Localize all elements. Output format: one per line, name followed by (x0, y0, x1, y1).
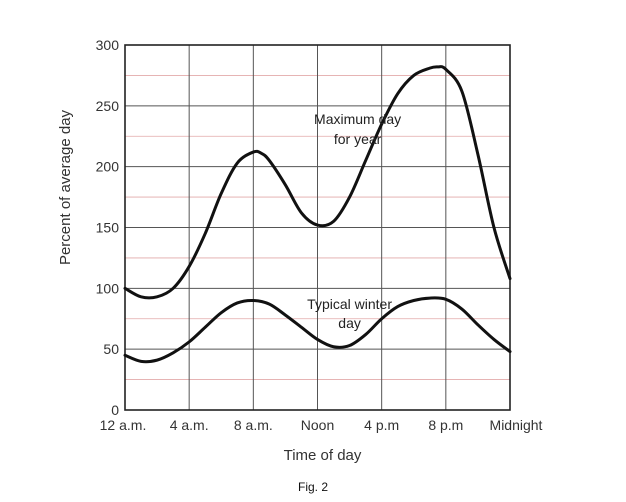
x-tick-label-0: 12 a.m. (100, 417, 147, 433)
y-tick-label-1: 50 (103, 341, 119, 357)
x-tick-label-4: 4 p.m (364, 417, 399, 433)
series-annotations: Maximum day for year Typical winter day (307, 111, 401, 331)
y-tick-label-5: 250 (96, 98, 120, 114)
y-axis-label: Percent of average day (57, 109, 74, 265)
y-tick-label-2: 100 (96, 280, 120, 296)
x-tick-label-5: 8 p.m (428, 417, 463, 433)
series-line-1 (123, 296, 512, 364)
y-tick-label-4: 200 (96, 159, 120, 175)
series-annotation-1-line-1: day (338, 315, 361, 331)
series-line-0 (123, 65, 512, 300)
series-lines (123, 65, 512, 364)
series-annotation-0-line-0: Maximum day (314, 111, 401, 127)
figure-caption: Fig. 2 (297, 480, 328, 494)
plot-frame (124, 44, 511, 411)
grid-lines (124, 44, 511, 411)
y-axis-ticks: 0 50 100 150 200 250 300 (96, 37, 120, 418)
x-axis-ticks: 12 a.m. 4 a.m. 8 a.m. Noon 4 p.m 8 p.m Midnigh… (100, 417, 543, 433)
x-axis-label: Time of day (284, 447, 362, 464)
y-tick-label-0: 0 (111, 402, 119, 418)
x-tick-label-1: 4 a.m. (170, 417, 209, 433)
x-tick-label-3: Noon (301, 417, 334, 433)
line-chart: 0 50 100 150 200 250 300 12 a.m. 4 a.m. 8 a.m. No… (57, 37, 543, 464)
x-tick-label-6: Midnight (490, 417, 543, 433)
series-annotation-1-line-0: Typical winter (307, 296, 392, 312)
series-annotation-0-line-1: for year (334, 131, 382, 147)
x-tick-label-2: 8 a.m. (234, 417, 273, 433)
y-tick-label-3: 150 (96, 220, 120, 236)
y-tick-label-6: 300 (96, 37, 120, 53)
